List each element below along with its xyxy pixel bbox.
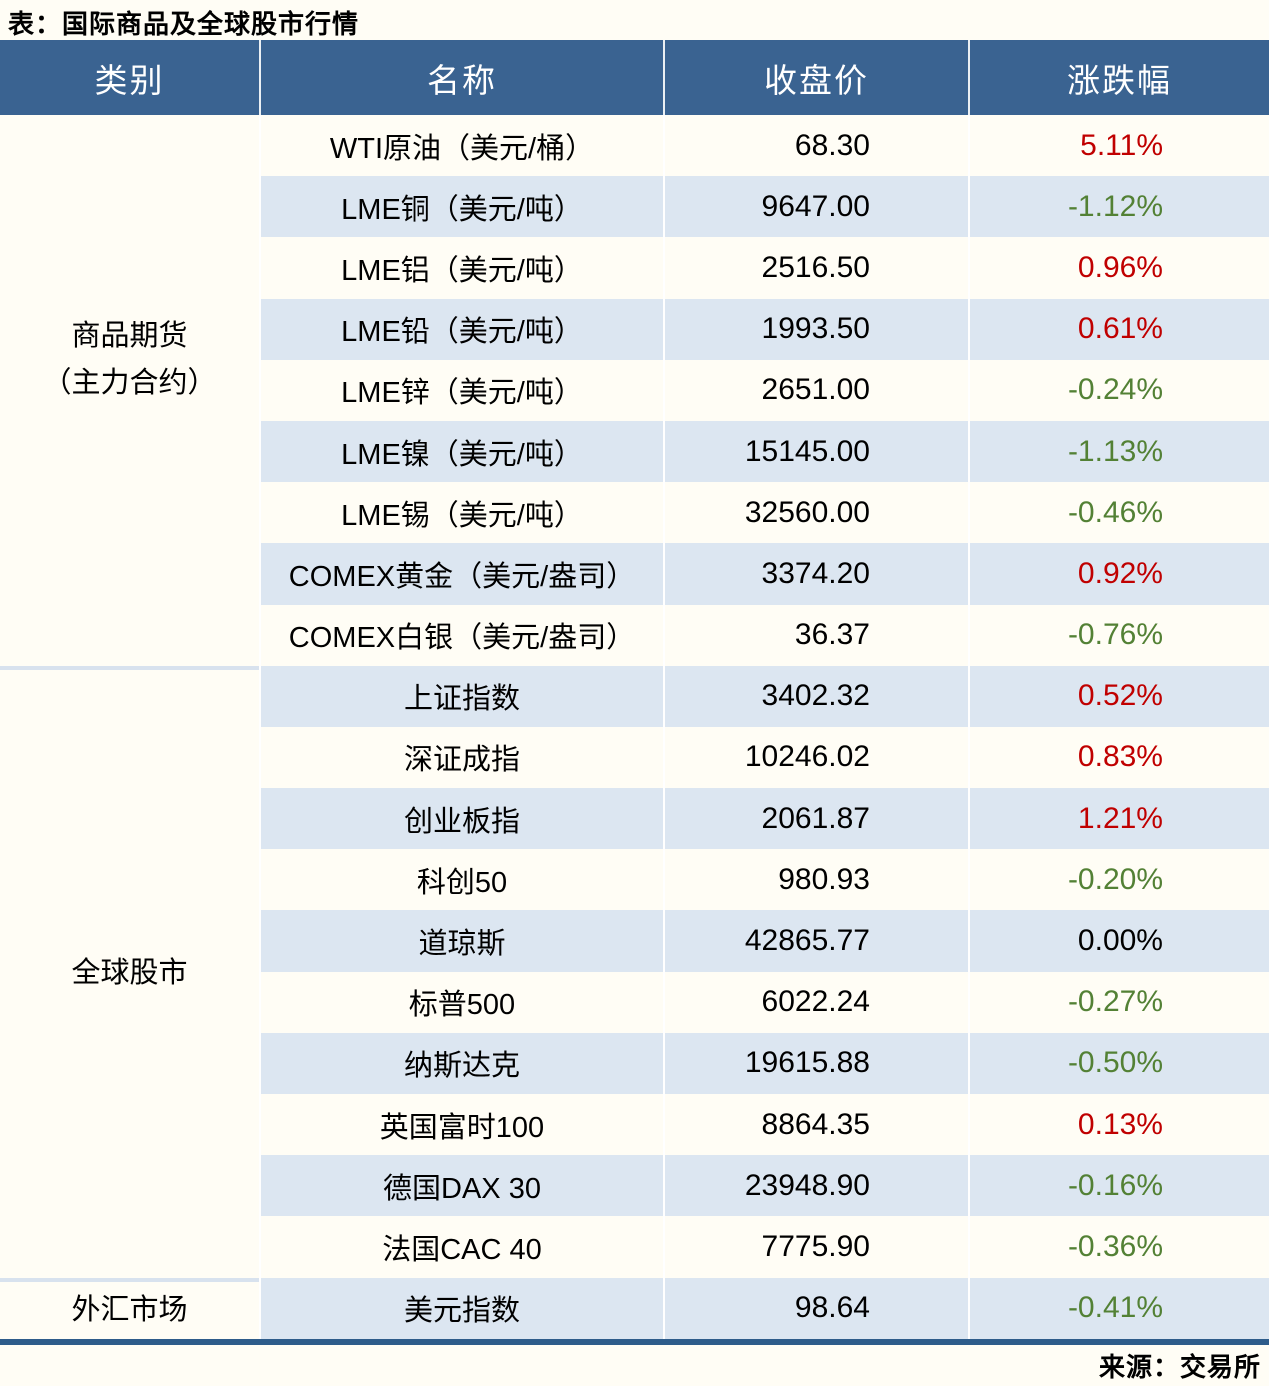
row-change-cell: 0.61% [968, 298, 1269, 360]
row-name-cell: WTI原油（美元/桶） [259, 115, 663, 177]
row-name-cell: 英国富时100 [259, 1094, 663, 1156]
row-name-cell: 道琼斯 [259, 910, 663, 972]
header-name: 名称 [259, 40, 663, 115]
row-change-cell: -0.76% [968, 604, 1269, 666]
row-close-cell: 7775.90 [663, 1216, 968, 1278]
row-close-cell: 15145.00 [663, 420, 968, 483]
row-name-cell: LME铝（美元/吨） [259, 237, 663, 299]
row-name-cell: LME锡（美元/吨） [259, 482, 663, 544]
bottom-rule [0, 1338, 1269, 1345]
category-cell: 商品期货 （主力合约） [42, 320, 217, 400]
row-name-cell: 创业板指 [259, 788, 663, 850]
row-change-cell: -0.50% [968, 1032, 1269, 1094]
table-title: 表：国际商品及全球股市行情 [8, 9, 360, 39]
row-change-cell: -0.46% [968, 482, 1269, 544]
header-change: 涨跌幅 [968, 40, 1269, 115]
row-name-cell: 纳斯达克 [259, 1032, 663, 1094]
row-change-cell: -0.41% [968, 1277, 1269, 1339]
row-close-cell: 980.93 [663, 849, 968, 911]
row-change-cell: 0.00% [968, 910, 1269, 972]
row-close-cell: 3374.20 [663, 543, 968, 605]
row-close-cell: 8864.35 [663, 1094, 968, 1156]
row-close-cell: 2651.00 [663, 359, 968, 421]
row-change-cell: 0.83% [968, 726, 1269, 789]
header-close: 收盘价 [663, 40, 968, 115]
row-name-cell: 德国DAX 30 [259, 1155, 663, 1217]
row-close-cell: 68.30 [663, 115, 968, 177]
row-change-cell: 0.13% [968, 1094, 1269, 1156]
market-table: 类别 名称 收盘价 涨跌幅 商品期货 （主力合约） 全球股市 外汇市场 WTI原油（美… [0, 40, 1269, 1339]
row-name-cell: 科创50 [259, 849, 663, 911]
row-change-cell: -1.12% [968, 176, 1269, 238]
row-name-cell: LME镍（美元/吨） [259, 420, 663, 483]
row-change-cell: -0.36% [968, 1216, 1269, 1278]
row-name-cell: 美元指数 [259, 1277, 663, 1339]
row-close-cell: 36.37 [663, 604, 968, 666]
row-close-cell: 10246.02 [663, 726, 968, 789]
row-change-cell: 0.96% [968, 237, 1269, 299]
row-change-cell: -0.16% [968, 1155, 1269, 1217]
row-name-cell: COMEX黄金（美元/盎司） [259, 543, 663, 605]
category-cell: 外汇市场 [0, 1277, 259, 1339]
row-close-cell: 1993.50 [663, 298, 968, 360]
source-note: 来源：交易所 [1098, 1351, 1261, 1382]
row-close-cell: 2516.50 [663, 237, 968, 299]
row-close-cell: 2061.87 [663, 788, 968, 850]
row-name-cell: 标普500 [259, 971, 663, 1033]
row-close-cell: 42865.77 [663, 910, 968, 972]
row-name-cell: COMEX白银（美元/盎司） [259, 604, 663, 666]
row-close-cell: 19615.88 [663, 1032, 968, 1094]
row-change-cell: -0.27% [968, 971, 1269, 1033]
row-change-cell: -0.20% [968, 849, 1269, 911]
row-close-cell: 3402.32 [663, 665, 968, 727]
category-cell: 全球股市 [0, 665, 259, 1278]
row-change-cell: 1.21% [968, 788, 1269, 850]
row-close-cell: 32560.00 [663, 482, 968, 544]
row-name-cell: 深证成指 [259, 726, 663, 789]
row-change-cell: -1.13% [968, 420, 1269, 483]
row-change-cell: 0.52% [968, 665, 1269, 727]
row-name-cell: LME铜（美元/吨） [259, 176, 663, 238]
row-change-cell: -0.24% [968, 359, 1269, 421]
row-close-cell: 23948.90 [663, 1155, 968, 1217]
row-change-cell: 0.92% [968, 543, 1269, 605]
row-name-cell: LME锌（美元/吨） [259, 359, 663, 421]
row-close-cell: 98.64 [663, 1277, 968, 1339]
row-name-cell: LME铅（美元/吨） [259, 298, 663, 360]
row-close-cell: 6022.24 [663, 971, 968, 1033]
row-close-cell: 9647.00 [663, 176, 968, 238]
row-name-cell: 上证指数 [259, 665, 663, 727]
row-name-cell: 法国CAC 40 [259, 1216, 663, 1278]
row-change-cell: 5.11% [968, 115, 1269, 177]
header-category: 类别 [0, 40, 259, 115]
